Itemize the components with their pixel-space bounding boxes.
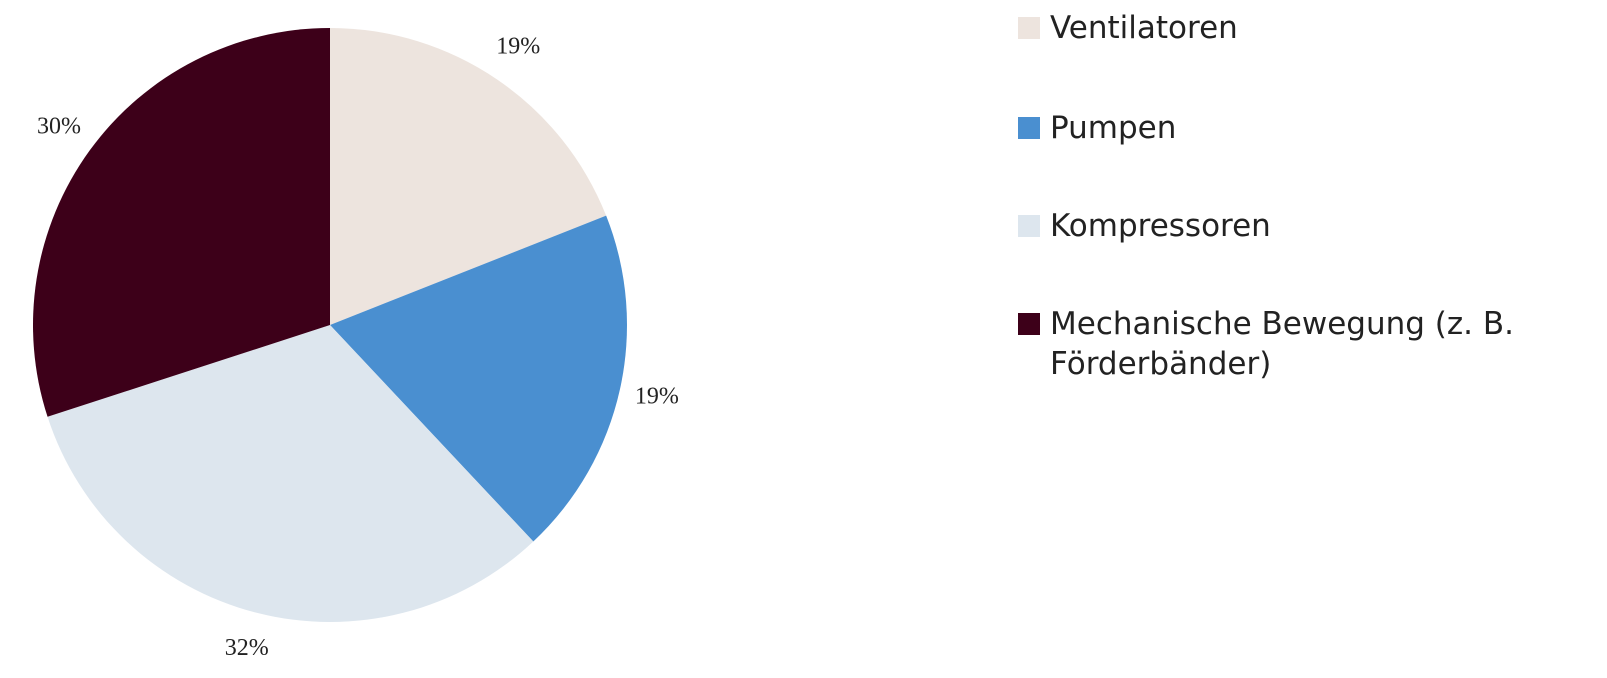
legend-swatch	[1018, 17, 1040, 39]
value-label: 19%	[635, 384, 679, 410]
value-label: 30%	[37, 114, 81, 140]
legend-label: Mechanische Bewegung (z. B. Förderbänder…	[1050, 306, 1515, 382]
pie-slice	[330, 215, 627, 542]
legend-item: Mechanische Bewegung (z. B. Förderbänder…	[1018, 304, 1598, 384]
pie-slice	[330, 28, 607, 325]
legend-label: Ventilatoren	[1050, 10, 1238, 46]
value-label: 32%	[225, 635, 269, 661]
legend-label: Kompressoren	[1050, 208, 1271, 244]
value-label: 19%	[496, 33, 540, 59]
legend-item: Kompressoren	[1018, 206, 1598, 246]
legend-item: Ventilatoren	[1018, 8, 1598, 48]
legend-swatch	[1018, 215, 1040, 237]
pie-slice	[32, 28, 331, 417]
legend-item: Pumpen	[1018, 108, 1598, 148]
legend-swatch	[1018, 313, 1040, 335]
legend-swatch	[1018, 117, 1040, 139]
pie-slice	[47, 325, 534, 622]
legend-label: Pumpen	[1050, 110, 1177, 146]
pie-area: 19% 19% 32% 30%	[32, 28, 679, 661]
